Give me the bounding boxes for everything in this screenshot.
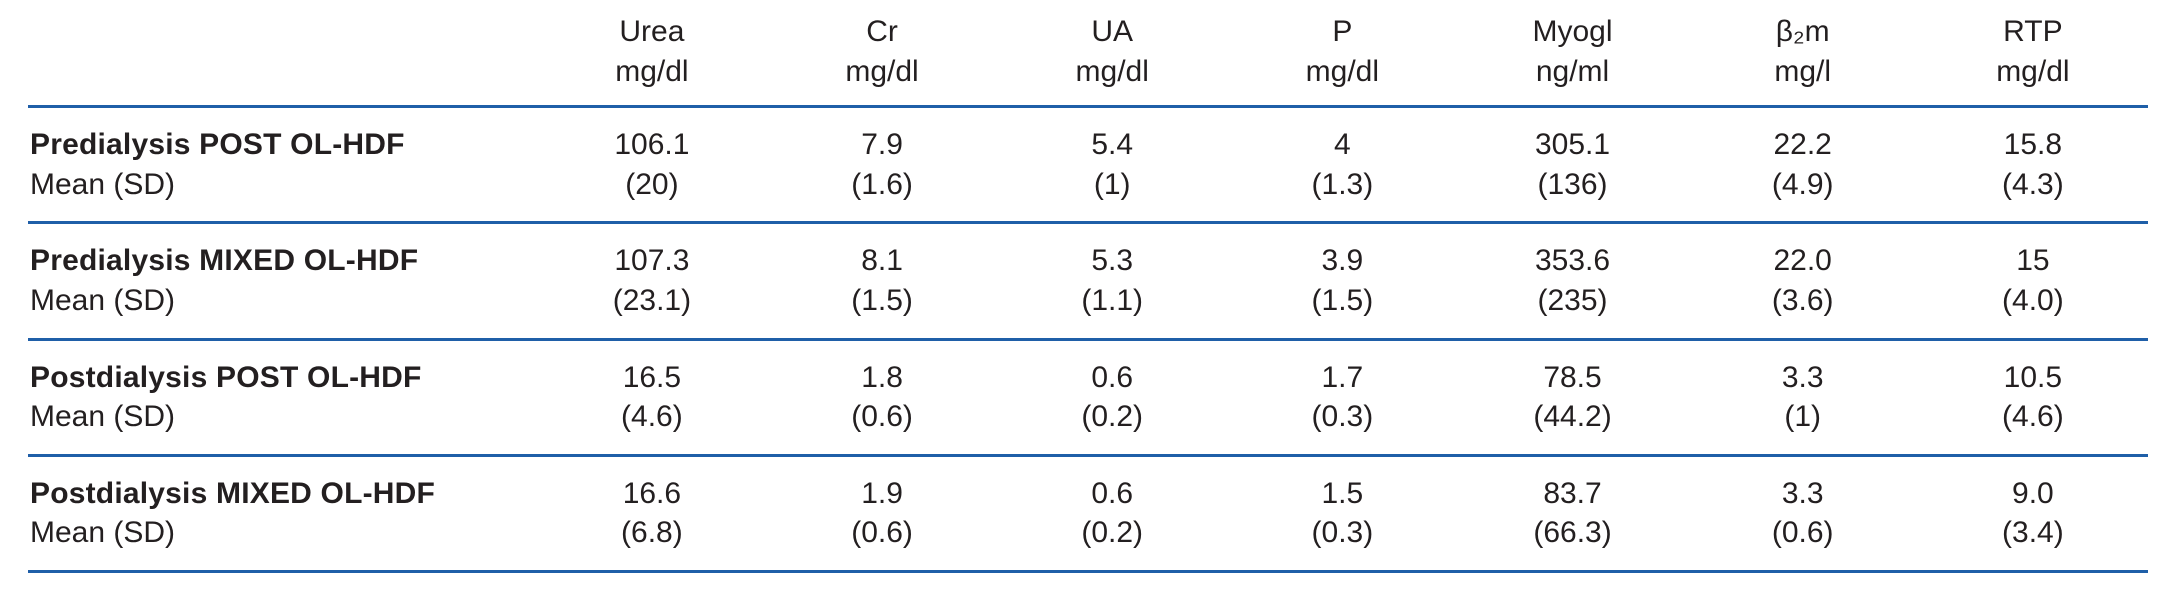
sd-value: (1) [997, 164, 1228, 225]
table-row: Mean (SD) (23.1) (1.5) (1.1) (1.5) (235)… [28, 280, 2148, 341]
column-header-myogl: Myogl ng/ml [1457, 6, 1688, 109]
mean-value: 22.2 [1773, 128, 1832, 162]
sd-value: (4.3) [1917, 164, 2148, 225]
mean-value: 22.0 [1773, 244, 1832, 278]
column-unit: mg/dl [845, 54, 919, 88]
table-row: Predialysis POST OL-HDF 106.1 7.9 5.4 4 … [28, 107, 2148, 165]
row-label: Predialysis MIXED OL-HDF [30, 244, 419, 278]
sd-value: (6.8) [536, 513, 767, 573]
column-name: Urea [619, 15, 685, 48]
column-header-cr: Cr mg/dl [766, 6, 998, 109]
column-name: RTP [2003, 15, 2063, 48]
sd-value: (1.3) [1227, 164, 1458, 225]
mean-value: 10.5 [2003, 360, 2063, 394]
mean-value: 4 [1334, 128, 1351, 162]
sd-value: (4.6) [536, 397, 767, 457]
column-name: Cr [866, 15, 898, 48]
sd-value: (3.4) [1917, 513, 2148, 573]
column-unit: mg/dl [1305, 54, 1380, 88]
mean-value: 107.3 [614, 244, 690, 278]
row-sublabel: Mean (SD) [28, 513, 537, 573]
sd-value: (23.1) [536, 280, 767, 341]
sd-value: (235) [1457, 280, 1688, 341]
mean-value: 353.6 [1534, 244, 1611, 278]
column-name: UA [1091, 15, 1134, 48]
column-name: Myogl [1532, 15, 1613, 48]
mean-value: 305.1 [1534, 128, 1611, 162]
column-unit: mg/l [1774, 54, 1832, 88]
sd-value: (20) [536, 164, 767, 225]
column-name: P [1332, 15, 1353, 48]
column-header-urea: Urea mg/dl [536, 6, 767, 109]
mean-value: 1.9 [861, 476, 903, 510]
row-label: Predialysis POST OL-HDF [30, 128, 405, 162]
mean-value: 7.9 [861, 128, 903, 162]
mean-value: 3.3 [1781, 360, 1824, 394]
header-empty-cell [28, 6, 537, 109]
mean-value: 1.5 [1321, 476, 1364, 510]
sd-value: (4.0) [1917, 280, 2148, 341]
column-header-ua: UA mg/dl [997, 6, 1228, 109]
row-label: Postdialysis MIXED OL-HDF [30, 476, 436, 510]
sd-value: (136) [1457, 164, 1688, 225]
column-unit: ng/ml [1535, 54, 1610, 88]
sd-value: (66.3) [1457, 513, 1688, 573]
mean-value: 9.0 [2012, 476, 2054, 510]
mean-value: 3.3 [1781, 476, 1824, 510]
row-sublabel: Mean (SD) [28, 397, 537, 457]
column-unit: mg/dl [1996, 54, 2070, 88]
column-unit: mg/dl [1075, 54, 1149, 88]
sd-value: (1.5) [766, 280, 998, 341]
sd-value: (4.9) [1687, 164, 1918, 225]
sd-value: (1.6) [766, 164, 998, 225]
mean-value: 16.5 [622, 360, 682, 394]
table-row: Postdialysis POST OL-HDF 16.5 1.8 0.6 1.… [28, 339, 2148, 397]
row-sublabel: Mean (SD) [28, 280, 537, 341]
row-label: Postdialysis POST OL-HDF [30, 360, 422, 394]
column-header-rtp: RTP mg/dl [1917, 6, 2148, 109]
mean-value: 0.6 [1091, 360, 1134, 394]
sd-value: (44.2) [1457, 397, 1688, 457]
sd-value: (4.6) [1917, 397, 2148, 457]
table-header: Urea mg/dl Cr mg/dl UA mg/dl P mg/dl Myo… [28, 6, 2148, 109]
column-unit: mg/dl [615, 54, 689, 88]
sd-value: (1.1) [997, 280, 1228, 341]
paper-table-region: Urea mg/dl Cr mg/dl UA mg/dl P mg/dl Myo… [28, 6, 2148, 573]
sd-value: (1) [1687, 397, 1918, 457]
mean-value: 1.7 [1321, 360, 1364, 394]
sd-value: (0.3) [1227, 513, 1458, 573]
mean-value: 5.3 [1091, 244, 1134, 278]
sd-value: (0.6) [1687, 513, 1918, 573]
column-header-beta2m: β₂m mg/l [1687, 6, 1918, 109]
mean-value: 16.6 [622, 476, 682, 510]
row-sublabel: Mean (SD) [28, 164, 537, 225]
mean-value: 0.6 [1091, 476, 1134, 510]
column-name: β₂m [1775, 15, 1830, 48]
mean-value: 15 [2016, 244, 2050, 278]
sd-value: (1.5) [1227, 280, 1458, 341]
table-row: Predialysis MIXED OL-HDF 107.3 8.1 5.3 3… [28, 223, 2148, 281]
mean-value: 5.4 [1091, 128, 1134, 162]
table-row: Mean (SD) (6.8) (0.6) (0.2) (0.3) (66.3)… [28, 513, 2148, 573]
table-row: Mean (SD) (4.6) (0.6) (0.2) (0.3) (44.2)… [28, 397, 2148, 457]
sd-value: (0.6) [766, 397, 998, 457]
mean-value: 8.1 [861, 244, 903, 278]
mean-value: 1.8 [861, 360, 903, 394]
table-row: Postdialysis MIXED OL-HDF 16.6 1.9 0.6 1… [28, 455, 2148, 513]
column-header-p: P mg/dl [1227, 6, 1458, 109]
mean-value: 106.1 [614, 128, 690, 162]
mean-value: 78.5 [1543, 360, 1602, 394]
mean-value: 83.7 [1543, 476, 1602, 510]
dialysis-lab-values-table: Urea mg/dl Cr mg/dl UA mg/dl P mg/dl Myo… [28, 6, 2148, 573]
table-body: Predialysis POST OL-HDF 106.1 7.9 5.4 4 … [28, 107, 2148, 573]
mean-value: 3.9 [1321, 244, 1364, 278]
sd-value: (3.6) [1687, 280, 1918, 341]
sd-value: (0.6) [766, 513, 998, 573]
table-row: Mean (SD) (20) (1.6) (1) (1.3) (136) (4.… [28, 164, 2148, 225]
sd-value: (0.2) [997, 513, 1228, 573]
sd-value: (0.2) [997, 397, 1228, 457]
sd-value: (0.3) [1227, 397, 1458, 457]
mean-value: 15.8 [2003, 128, 2063, 162]
